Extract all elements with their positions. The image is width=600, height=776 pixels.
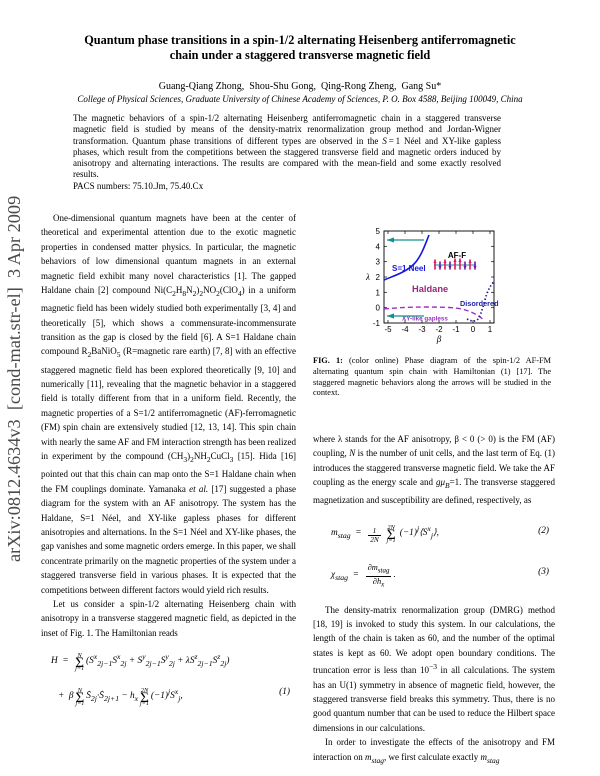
svg-text:4: 4 xyxy=(376,242,381,251)
svg-text:-3: -3 xyxy=(418,325,426,334)
svg-text:3: 3 xyxy=(376,258,381,267)
svg-text:-1: -1 xyxy=(373,319,381,328)
svg-text:-1: -1 xyxy=(452,325,460,334)
svg-text:2: 2 xyxy=(376,273,381,282)
svg-text:-4: -4 xyxy=(401,325,409,334)
svg-text:1: 1 xyxy=(376,288,381,297)
svg-text:-2: -2 xyxy=(435,325,443,334)
svg-text:-5: -5 xyxy=(384,325,392,334)
svg-text:1: 1 xyxy=(488,325,493,334)
svg-text:0: 0 xyxy=(471,325,476,334)
svg-text:β: β xyxy=(436,334,442,344)
svg-text:AF-F: AF-F xyxy=(448,251,466,260)
svg-text:Haldane: Haldane xyxy=(412,284,448,294)
svg-text:5: 5 xyxy=(376,227,381,236)
svg-text:0: 0 xyxy=(376,304,381,313)
svg-text:λ: λ xyxy=(365,272,370,282)
svg-text:S=1 Neel: S=1 Neel xyxy=(392,264,426,273)
svg-text:Disordered: Disordered xyxy=(460,299,499,308)
